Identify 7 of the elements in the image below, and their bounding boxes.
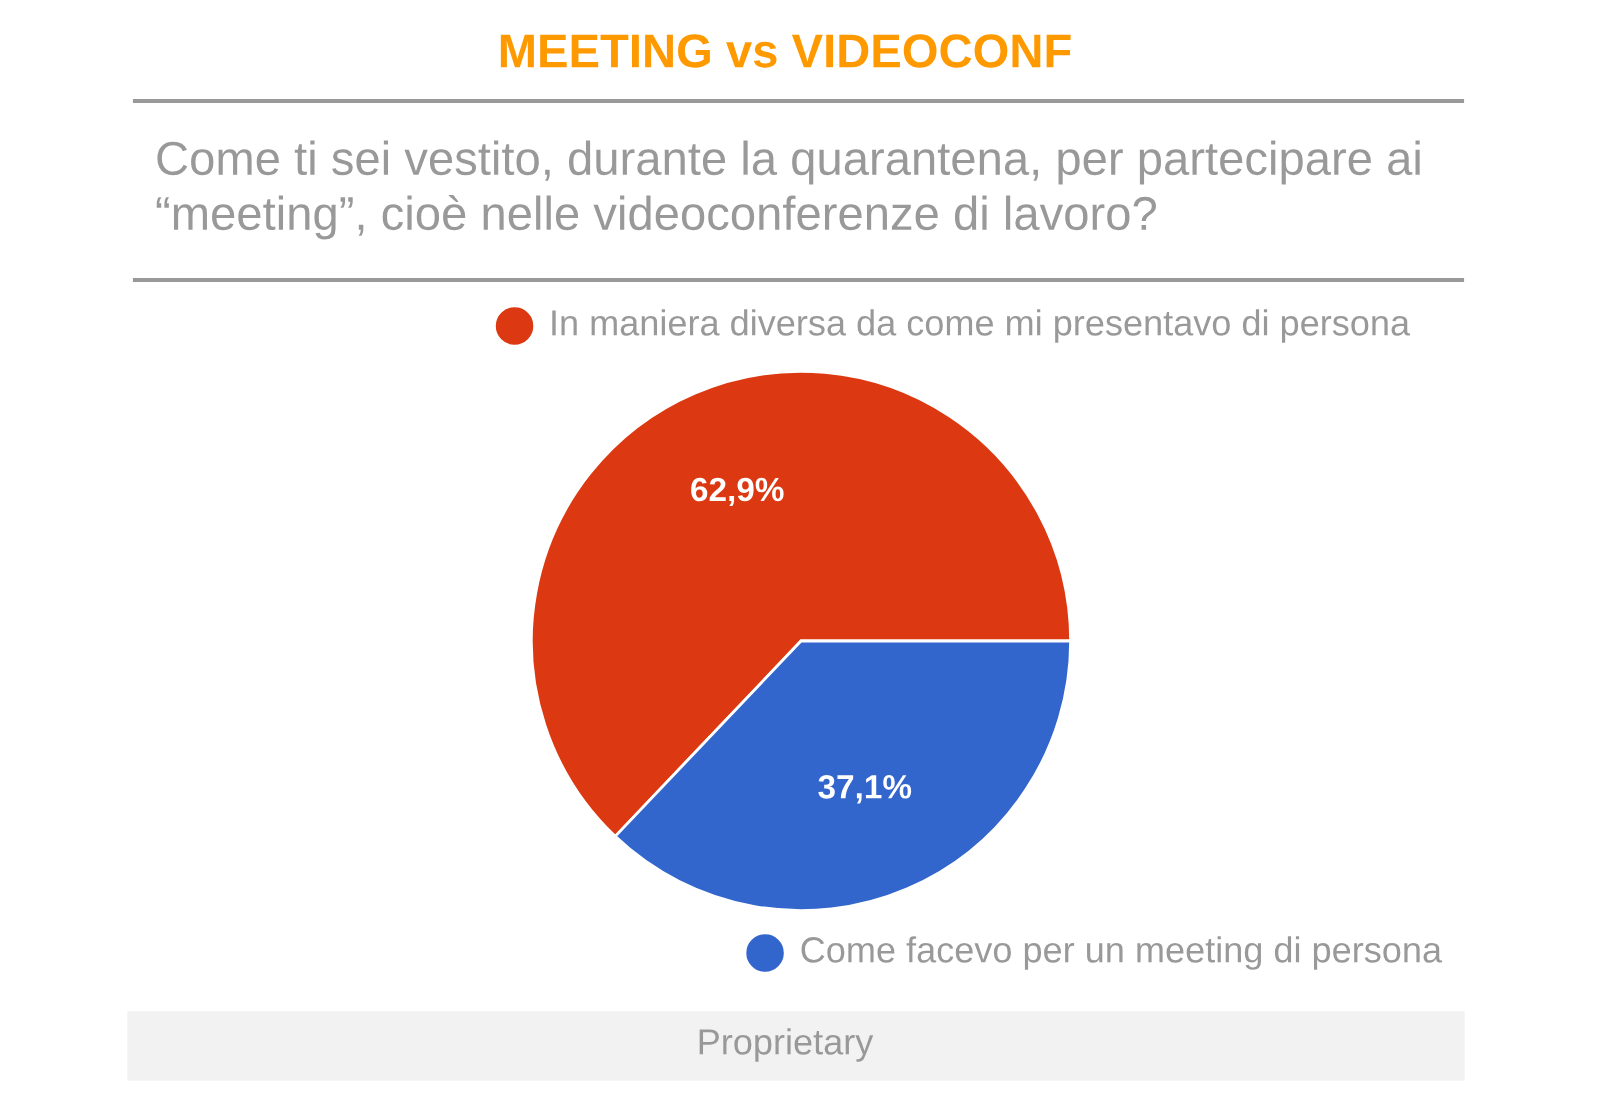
chart-subtitle: Come ti sei vestito, durante la quarantena, per partecipare ai “meeting”, cioè nelle videoconferenze di lavoro? <box>156 140 1420 240</box>
text: Proprietary <box>699 1028 874 1062</box>
legend-label: In maniera diversa da come mi presentavo di persona <box>552 309 1411 343</box>
data-label: 62,9% <box>691 477 784 507</box>
chart-title: MEETING vs VIDEOCONF <box>500 34 1071 68</box>
data-label: 37,1% <box>818 775 912 804</box>
legend-label: Come facevo per un meeting di persona <box>801 936 1443 970</box>
